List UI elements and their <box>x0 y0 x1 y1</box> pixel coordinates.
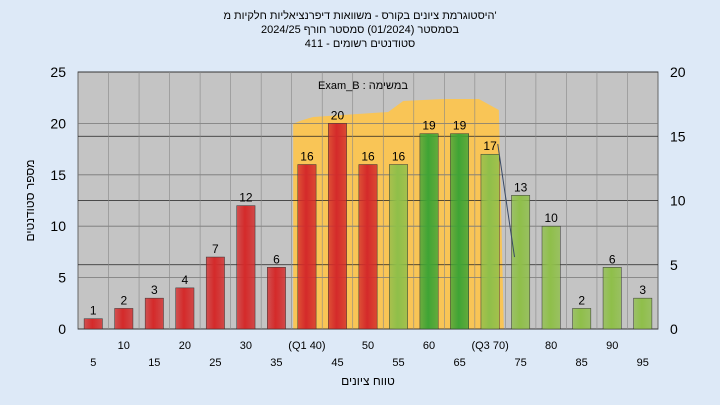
bar-value-label: 2 <box>120 293 127 307</box>
x-tick-label: 35 <box>270 357 282 369</box>
y-tick-label: 10 <box>50 218 66 234</box>
y-tick-label: 20 <box>50 115 66 131</box>
y2-tick-label: 5 <box>670 257 678 273</box>
chart-title-line: 411 - סטודנטים רשומים <box>305 38 416 50</box>
bar-value-label: 2 <box>578 293 585 307</box>
bar <box>83 318 103 330</box>
bar-value-label: 17 <box>483 139 497 153</box>
bar <box>236 205 256 330</box>
bar <box>114 308 134 330</box>
bar <box>267 267 286 330</box>
x-tick-label: 75 <box>515 357 527 369</box>
x-tick-label: 30 <box>240 340 252 352</box>
bar-value-label: 10 <box>544 211 558 225</box>
bar-value-label: 6 <box>609 252 616 266</box>
x-axis-label: טווח ציונים <box>341 374 395 388</box>
x-tick-label: (Q3 70) <box>471 340 508 352</box>
x-tick-label: 80 <box>545 340 557 352</box>
bar-value-label: 16 <box>392 150 406 164</box>
bar <box>541 225 561 330</box>
bar <box>358 164 378 330</box>
bar <box>297 164 317 330</box>
bar <box>450 133 469 330</box>
bar-value-label: 7 <box>212 242 219 256</box>
x-tick-label: (Q1 40) <box>288 340 325 352</box>
bar <box>511 195 531 330</box>
y2-tick-label: 15 <box>670 128 686 144</box>
bar-value-label: 4 <box>181 273 188 287</box>
bar-value-label: 3 <box>151 283 158 297</box>
bar-value-label: 16 <box>300 150 314 164</box>
bar-value-label: 20 <box>331 108 345 122</box>
x-tick-label: 10 <box>118 340 130 352</box>
bar <box>175 287 195 330</box>
y2-tick-label: 10 <box>670 193 686 209</box>
x-tick-label: 25 <box>209 357 221 369</box>
bar-value-label: 13 <box>514 180 528 194</box>
x-tick-label: 50 <box>362 340 374 352</box>
x-tick-label: 65 <box>453 357 465 369</box>
y-tick-label: 15 <box>50 167 66 183</box>
bar-value-label: 12 <box>239 191 253 205</box>
x-tick-label: 45 <box>331 357 343 369</box>
chart-title-line: היסטוגרמת ציונים בקורס - משוואות דיפרנצי… <box>223 9 496 22</box>
bar <box>572 308 592 330</box>
y2-tick-label: 20 <box>670 64 686 80</box>
x-tick-label: 95 <box>637 357 649 369</box>
x-tick-label: 20 <box>179 340 191 352</box>
y2-tick-label: 0 <box>670 321 678 337</box>
y-tick-label: 5 <box>58 270 66 286</box>
bar-value-label: 19 <box>453 119 467 133</box>
x-tick-label: 15 <box>148 357 160 369</box>
x-tick-label: 5 <box>90 357 96 369</box>
q3-marker-line <box>497 143 516 258</box>
bar <box>602 267 622 330</box>
bar <box>205 256 225 330</box>
bar <box>419 133 439 330</box>
bar-value-label: 19 <box>422 119 436 133</box>
y-axis-label: מספר סטודנטים <box>23 159 37 241</box>
bar <box>328 123 347 330</box>
bar-value-label: 3 <box>639 283 646 297</box>
chart-title-line: בסמסטר (01/2024) סמסטר חורף 2024/25 <box>261 24 459 36</box>
bar <box>144 297 164 330</box>
bar-value-label: 1 <box>90 304 97 318</box>
bar-value-label: 6 <box>273 252 280 266</box>
bar <box>480 153 500 330</box>
y-tick-label: 25 <box>50 64 66 80</box>
x-tick-label: 85 <box>576 357 588 369</box>
x-tick-label: 90 <box>606 340 618 352</box>
series-annotation: Exam_B : במשימה <box>318 80 408 92</box>
bar <box>389 164 408 330</box>
x-tick-label: 55 <box>392 357 404 369</box>
y-tick-label: 0 <box>58 321 66 337</box>
bar-value-label: 16 <box>361 150 375 164</box>
bar <box>633 297 653 330</box>
x-tick-label: 60 <box>423 340 435 352</box>
